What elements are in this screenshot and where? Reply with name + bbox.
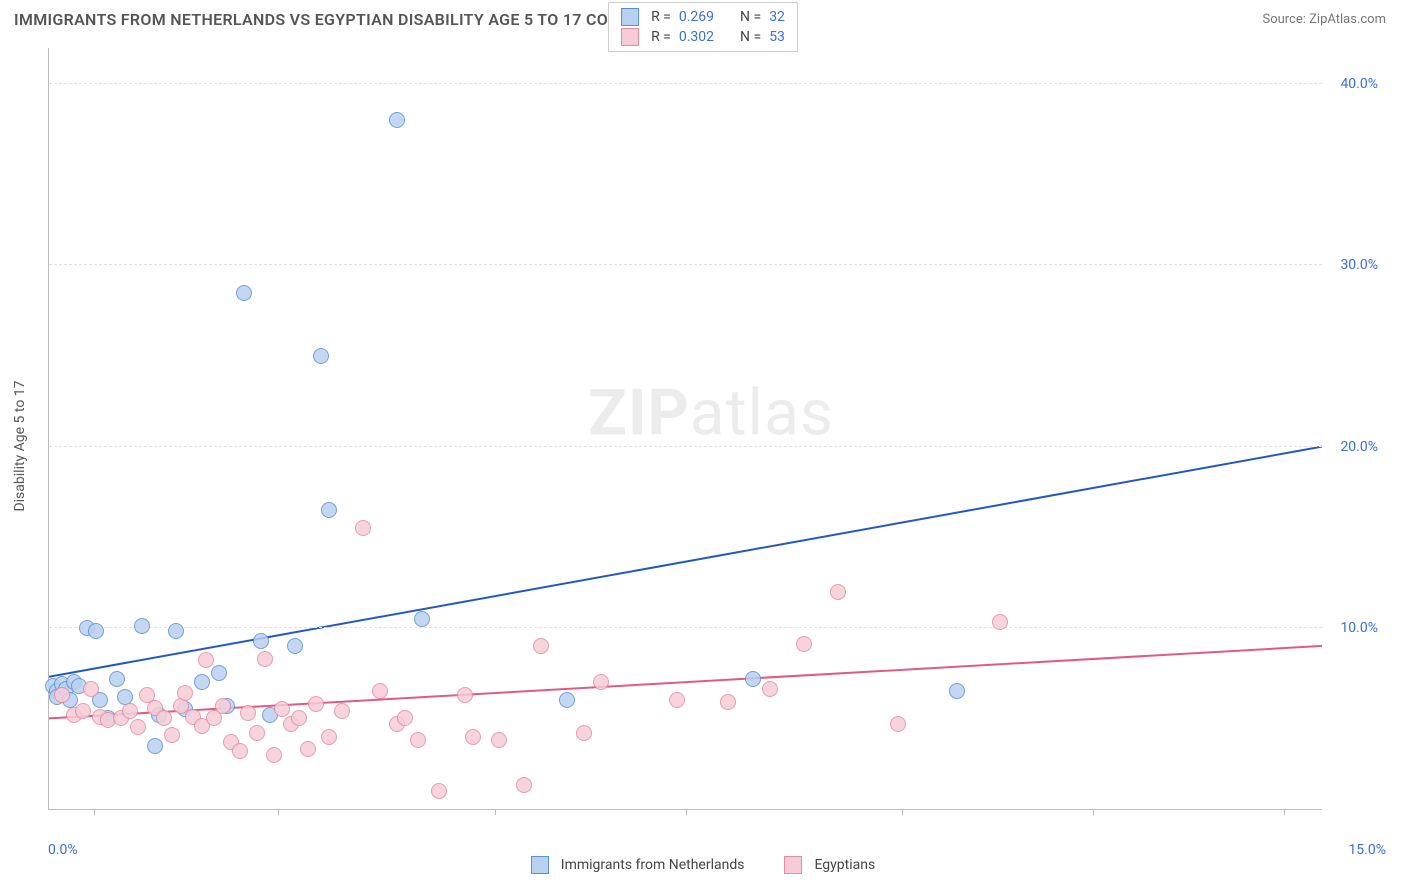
data-point [109,671,125,687]
data-point [576,725,592,741]
x-tick-mark [1093,809,1094,815]
data-point [75,703,91,719]
correlation-stats-box: R = 0.269 N = 32 R = 0.302 N = 53 [608,2,798,52]
chart-area: ZIPatlas 10.0% 20.0% 30.0% 40.0% [48,48,1384,832]
data-point [593,674,609,690]
x-axis-min-label: 0.0% [48,842,78,858]
data-point [236,285,252,301]
legend-swatch-1 [531,856,549,874]
data-point [177,685,193,701]
data-point [117,689,133,705]
data-point [54,687,70,703]
data-point [83,681,99,697]
x-axis-max-label: 15.0% [1348,842,1386,858]
data-point [257,651,273,667]
plot-region: ZIPatlas 10.0%20.0%30.0%40.0% [48,48,1322,810]
n-value-1: 32 [769,9,785,25]
data-point [745,671,761,687]
y-tick-label: 40.0% [1340,76,1378,92]
trend-line [49,646,1322,718]
data-point [134,618,150,634]
data-point [274,701,290,717]
gridline [49,83,1322,84]
data-point [559,692,575,708]
data-point [194,674,210,690]
gridline [49,446,1322,447]
data-point [122,703,138,719]
data-point [232,743,248,759]
data-point [389,112,405,128]
gridline [49,264,1322,265]
x-tick-mark [902,809,903,815]
data-point [397,710,413,726]
trend-lines [49,48,1322,809]
legend-swatch-2 [784,856,802,874]
y-tick-label: 20.0% [1340,439,1378,455]
stats-row-series-2: R = 0.302 N = 53 [621,27,785,47]
data-point [215,698,231,714]
data-point [198,652,214,668]
data-point [168,623,184,639]
data-point [240,705,256,721]
data-point [321,729,337,745]
data-point [720,694,736,710]
data-point [949,683,965,699]
data-point [211,665,227,681]
data-point [457,687,473,703]
data-point [890,716,906,732]
legend: Immigrants from Netherlands Egyptians [0,856,1406,874]
x-tick-mark [495,809,496,815]
x-tick-mark [686,809,687,815]
data-point [253,633,269,649]
legend-item-2: Egyptians [784,856,875,874]
data-point [321,502,337,518]
gridline [49,627,1322,628]
data-point [372,683,388,699]
data-point [410,732,426,748]
data-point [308,696,324,712]
data-point [130,719,146,735]
data-point [431,783,447,799]
watermark: ZIPatlas [588,376,834,451]
data-point [313,348,329,364]
data-point [992,614,1008,630]
data-point [266,747,282,763]
source-attribution: Source: ZipAtlas.com [1262,12,1386,27]
data-point [796,636,812,652]
data-point [300,741,316,757]
data-point [830,584,846,600]
data-point [164,727,180,743]
legend-label-2: Egyptians [814,857,875,873]
legend-item-1: Immigrants from Netherlands [531,856,745,874]
data-point [762,681,778,697]
x-tick-mark [1284,809,1285,815]
y-tick-label: 30.0% [1340,257,1378,273]
swatch-series-2 [621,28,639,46]
n-value-2: 53 [769,29,785,45]
legend-label-1: Immigrants from Netherlands [561,857,745,873]
data-point [156,710,172,726]
stats-row-series-1: R = 0.269 N = 32 [621,7,785,27]
data-point [414,611,430,627]
x-tick-mark [278,809,279,815]
data-point [287,638,303,654]
swatch-series-1 [621,8,639,26]
y-tick-label: 10.0% [1340,620,1378,636]
x-tick-mark [94,809,95,815]
y-axis-title: Disability Age 5 to 17 [12,380,28,511]
data-point [334,703,350,719]
data-point [291,710,307,726]
data-point [669,692,685,708]
data-point [533,638,549,654]
data-point [355,520,371,536]
data-point [147,738,163,754]
data-point [491,732,507,748]
r-value-1: 0.269 [679,9,714,25]
data-point [88,623,104,639]
data-point [516,777,532,793]
trend-line [49,447,1322,677]
data-point [465,729,481,745]
r-value-2: 0.302 [679,29,714,45]
data-point [249,725,265,741]
